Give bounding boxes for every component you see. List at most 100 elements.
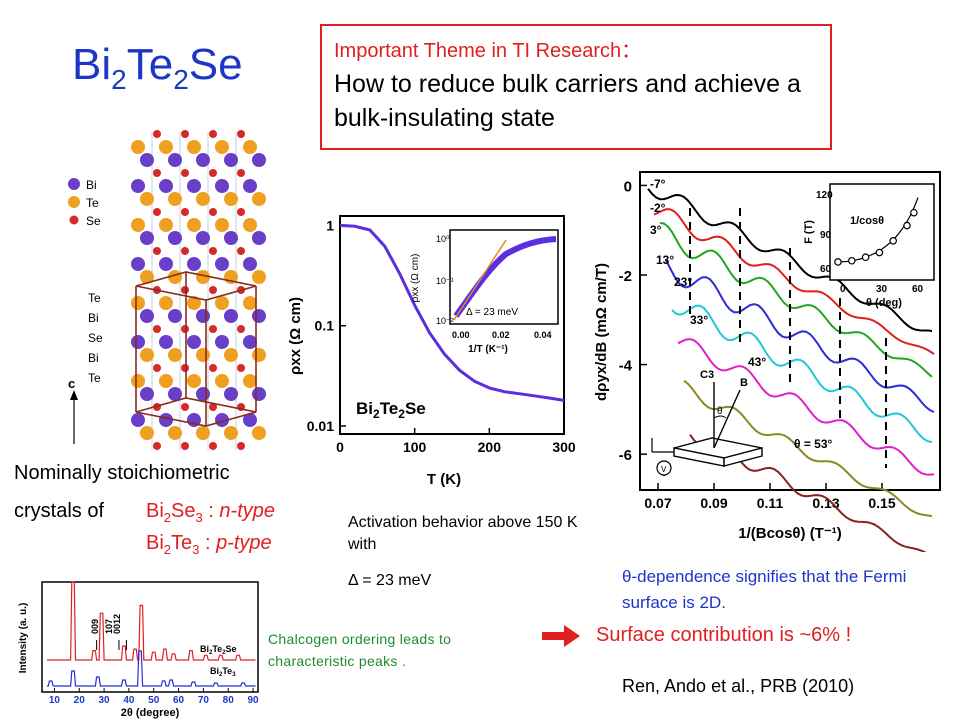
crystal-atom-te xyxy=(252,192,266,206)
crystal-atom-te xyxy=(159,374,173,388)
crystal-atom-bi xyxy=(252,387,266,401)
crystal-atom-bi xyxy=(131,335,145,349)
crystal-atom-te xyxy=(140,348,154,362)
crystal-atom-te xyxy=(140,192,154,206)
crystal-atom-se xyxy=(209,208,217,216)
xrd-xtick-label: 60 xyxy=(173,695,185,706)
rho-inset-fit xyxy=(453,239,507,321)
crystal-atom-te xyxy=(215,296,229,310)
crystal-atom-bi xyxy=(140,309,154,323)
legend-te: Te xyxy=(86,196,99,210)
hall-ytick-label: -6 xyxy=(619,447,632,464)
hall-series-label: -7° xyxy=(650,177,666,191)
legend-se-atom xyxy=(69,215,79,225)
crystal-atom-bi xyxy=(140,153,154,167)
hall-curve xyxy=(671,304,933,443)
c-axis-label: c xyxy=(68,376,75,391)
hall-curve xyxy=(665,259,935,413)
crystal-atom-te xyxy=(252,270,266,284)
xrd-xtick-label: 50 xyxy=(148,695,160,706)
crystal-atom-te xyxy=(159,218,173,232)
bi2te3-type: Bi2Te3 : p-type xyxy=(146,532,272,557)
activation-note: Activation behavior above 150 K with xyxy=(348,514,578,553)
crystal-atom-bi xyxy=(187,335,201,349)
crystal-atom-bi xyxy=(187,257,201,271)
crystal-atom-bi xyxy=(215,179,229,193)
hall-xlabel: 1/(Bcosθ) (T⁻¹) xyxy=(738,525,842,542)
stoich-line1: Nominally stoichiometric xyxy=(14,462,230,484)
crystal-atom-se xyxy=(237,442,245,450)
crystal-atom-bi xyxy=(252,231,266,245)
crystal-atom-te xyxy=(187,296,201,310)
hall-series-label: 3° xyxy=(650,223,662,237)
crystal-atom-bi xyxy=(159,179,173,193)
crystal-atom-te xyxy=(196,192,210,206)
hall-inset-point xyxy=(861,253,870,262)
xrd-peak-0012: 0012 xyxy=(112,614,122,634)
xrd-xtick-label: 30 xyxy=(99,695,111,706)
crystal-atom-te xyxy=(243,296,257,310)
hall-xtick-label: 0.15 xyxy=(868,495,895,511)
hall-inset-ytick-120: 120 xyxy=(816,190,833,201)
crystal-atom-te xyxy=(187,140,201,154)
crystal-atom-bi xyxy=(243,335,257,349)
crystal-atom-se xyxy=(209,286,217,294)
crystal-atom-bi xyxy=(196,387,210,401)
crystal-atom-bi xyxy=(140,231,154,245)
crystal-atom-se xyxy=(181,325,189,333)
hall-ytick-label: -4 xyxy=(619,358,633,375)
hall-xtick-label: 0.09 xyxy=(700,495,727,511)
rho-curve xyxy=(339,223,565,402)
crystal-atom-bi xyxy=(224,387,238,401)
surface-contribution: Surface contribution is ~6% ! xyxy=(596,624,852,646)
theme-heading: Important Theme in TI Research： xyxy=(334,40,642,62)
crystal-atom-se xyxy=(181,130,189,138)
theme-box: Important Theme in TI Research： How to r… xyxy=(320,24,832,150)
legend-se: Se xyxy=(86,214,101,228)
schematic-b: B xyxy=(740,377,748,389)
rho-inset-annotation: Δ = 23 meV xyxy=(466,307,518,318)
xrd-chart: 10 20 30 40 50 60 70 80 90 009 107 0012 Bi2Te2Se… xyxy=(18,581,259,719)
crystal-atom-se xyxy=(181,403,189,411)
crystal-atom-se xyxy=(153,208,161,216)
legend-bi: Bi xyxy=(86,178,97,192)
hall-inset-xtick-60: 60 xyxy=(912,284,924,295)
xrd-ylabel: Intensity (a. u.) xyxy=(18,603,29,674)
hall-plot-frame xyxy=(639,171,941,491)
crystal-atom-bi xyxy=(131,257,145,271)
rho-xlabel: T (K) xyxy=(427,471,461,488)
layer-label-te-bottom: Te xyxy=(88,371,101,385)
hall-curve xyxy=(653,208,935,355)
rho-inset-ylabel: ρxx (Ω cm) xyxy=(410,254,421,303)
xrd-xtick-label: 10 xyxy=(49,695,61,706)
crystal-atom-te xyxy=(131,140,145,154)
hall-series-label: 43° xyxy=(748,355,766,369)
xrd-legend-bi2te2se: Bi2Te2Se xyxy=(200,644,237,656)
hall-inset-frame xyxy=(829,183,935,281)
crystal-atom-te xyxy=(131,218,145,232)
bi2se3-type-value: n-type xyxy=(219,500,275,522)
hall-series-label: 33° xyxy=(690,313,708,327)
crystal-atom-se xyxy=(209,130,217,138)
rho-inset-ytick-2: 10⁻² xyxy=(436,316,454,326)
crystal-atom-se xyxy=(237,208,245,216)
schematic-v: V xyxy=(661,465,667,474)
theta-note-text: -dependence signifies that the Fermi sur… xyxy=(622,567,907,612)
crystal-atom-bi xyxy=(140,387,154,401)
xrd-xlabel: 2θ (degree) xyxy=(121,707,180,719)
layer-label-bi-top: Bi xyxy=(88,311,99,325)
resistivity-chart: 0 100 200 300 1 0.1 0.01 T (K) ρxx (Ω cm) Bi2T… xyxy=(287,215,576,488)
hall-inset-point xyxy=(889,237,898,245)
crystal-atom-te xyxy=(187,374,201,388)
xrd-curve-bi2te2se xyxy=(46,581,256,661)
crystal-atom-se xyxy=(153,247,161,255)
hall-series-label: 13° xyxy=(656,253,674,267)
crystal-atom-te xyxy=(159,140,173,154)
crystal-atom-te xyxy=(187,218,201,232)
hall-series-label: θ = 53° xyxy=(794,437,833,451)
rho-ytick-label: 0.1 xyxy=(315,318,335,334)
hall-ytick-label: 0 xyxy=(624,178,632,195)
crystal-atom-te xyxy=(252,426,266,440)
crystal-atom-se xyxy=(153,130,161,138)
hall-chart: 0 -2 -4 -6 0.07 0.09 0.11 0.13 0.15 -7° -2° 3° 13°2… xyxy=(594,171,941,552)
